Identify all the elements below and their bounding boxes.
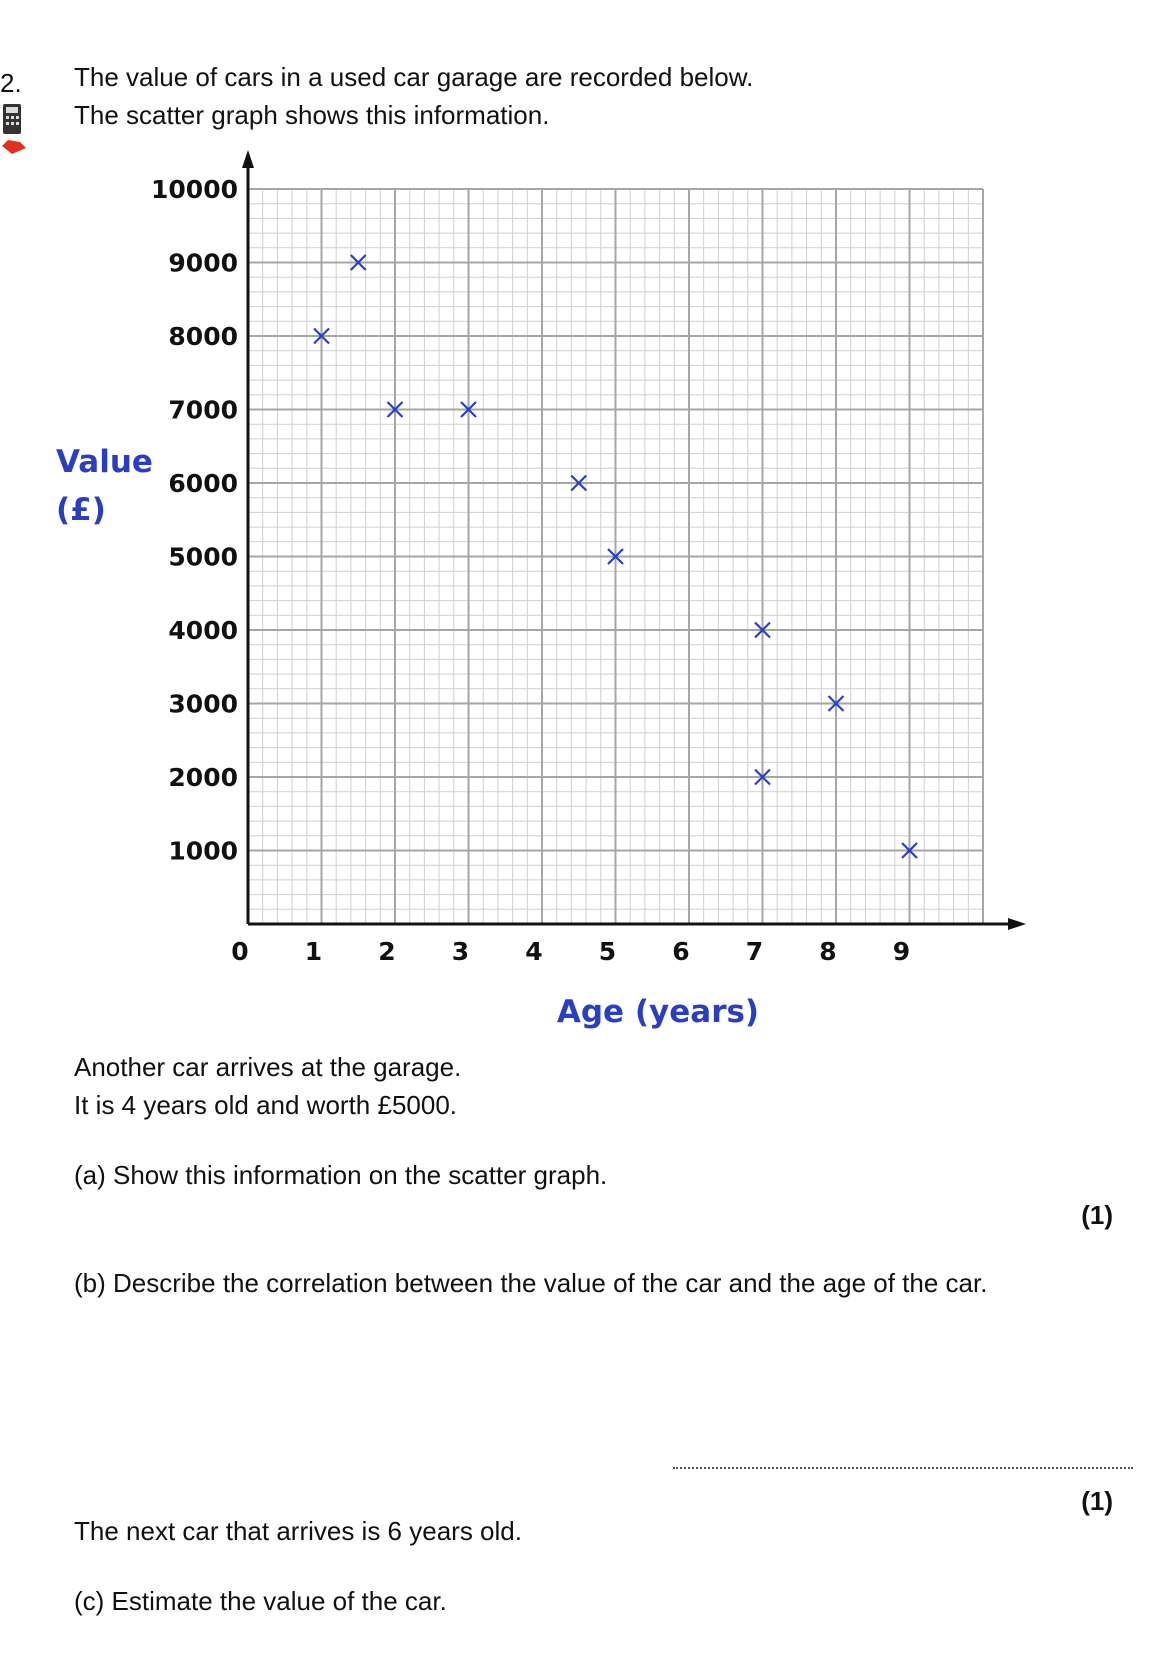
data-point xyxy=(754,621,771,639)
data-point xyxy=(460,401,477,418)
data-point xyxy=(349,254,367,271)
data-point xyxy=(901,842,918,859)
data-point-stroke xyxy=(754,621,771,639)
data-point xyxy=(827,695,845,712)
intro-line-1: The value of cars in a used car garage a… xyxy=(74,62,754,92)
after-graph-line-1: Another car arrives at the garage. xyxy=(74,1052,462,1082)
x-tick-label: 4 xyxy=(525,937,542,966)
part-a-text: (a) Show this information on the scatter… xyxy=(74,1160,608,1190)
data-point xyxy=(754,768,771,786)
y-axis-label-line2: (£) xyxy=(56,492,106,528)
data-point-stroke xyxy=(901,842,918,859)
question-number: 2. xyxy=(0,68,22,98)
y-tick-label: 2000 xyxy=(168,763,238,792)
x-tick-labels: 0 1 2 3 4 5 6 7 8 9 xyxy=(231,937,910,966)
data-point-stroke xyxy=(570,474,588,492)
data-point xyxy=(386,401,404,418)
part-b-text: (b) Describe the correlation between the… xyxy=(74,1268,988,1298)
x-tick-label: 0 xyxy=(231,937,248,966)
y-tick-label: 5000 xyxy=(168,543,238,572)
y-tick-label: 8000 xyxy=(168,322,238,351)
x-tick-label: 7 xyxy=(746,937,763,966)
y-axis-arrow xyxy=(242,150,254,168)
x-tick-label: 8 xyxy=(819,937,836,966)
data-point-stroke xyxy=(460,401,477,418)
after-graph-line-2: It is 4 years old and worth £5000. xyxy=(74,1090,458,1120)
x-tick-label: 2 xyxy=(378,937,395,966)
data-point-stroke xyxy=(349,254,367,271)
data-point-stroke xyxy=(827,695,845,712)
y-axis-label-line1: Value xyxy=(56,444,153,480)
y-tick-label: 1000 xyxy=(168,837,238,866)
x-tick-label: 9 xyxy=(893,937,910,966)
part-a-marks: (1) xyxy=(1081,1200,1113,1230)
answer-line[interactable] xyxy=(673,1467,1133,1469)
data-point-stroke xyxy=(754,768,771,786)
data-point xyxy=(313,327,330,345)
data-point xyxy=(607,548,624,565)
data-point xyxy=(570,474,588,492)
y-tick-label: 9000 xyxy=(168,249,238,278)
data-point-stroke xyxy=(607,548,624,565)
x-tick-label: 1 xyxy=(305,937,322,966)
y-tick-label: 7000 xyxy=(168,396,238,425)
y-tick-label: 10000 xyxy=(151,175,238,204)
y-tick-label: 6000 xyxy=(168,469,238,498)
data-point-stroke xyxy=(313,327,330,345)
axes xyxy=(242,150,1026,930)
y-tick-label: 4000 xyxy=(168,616,238,645)
scatter-graph: 1000 2000 3000 4000 5000 6000 7000 8000 9000 1000… xyxy=(56,150,1026,1030)
x-axis-arrow xyxy=(1008,918,1026,930)
y-tick-label: 3000 xyxy=(168,690,238,719)
x-tick-label: 3 xyxy=(452,937,469,966)
data-point-stroke xyxy=(386,401,404,418)
part-b-marks: (1) xyxy=(1081,1486,1113,1516)
y-tick-labels: 1000 2000 3000 4000 5000 6000 7000 8000 9000 1000… xyxy=(151,175,238,866)
part-c-text: (c) Estimate the value of the car. xyxy=(74,1586,447,1616)
calculator-icon xyxy=(2,104,26,154)
next-car-text: The next car that arrives is 6 years old… xyxy=(74,1516,522,1546)
x-axis-label: Age (years) xyxy=(557,994,759,1030)
x-tick-label: 6 xyxy=(672,937,689,966)
x-tick-label: 5 xyxy=(599,937,616,966)
data-points xyxy=(313,254,918,859)
intro-line-2: The scatter graph shows this information… xyxy=(74,100,550,130)
